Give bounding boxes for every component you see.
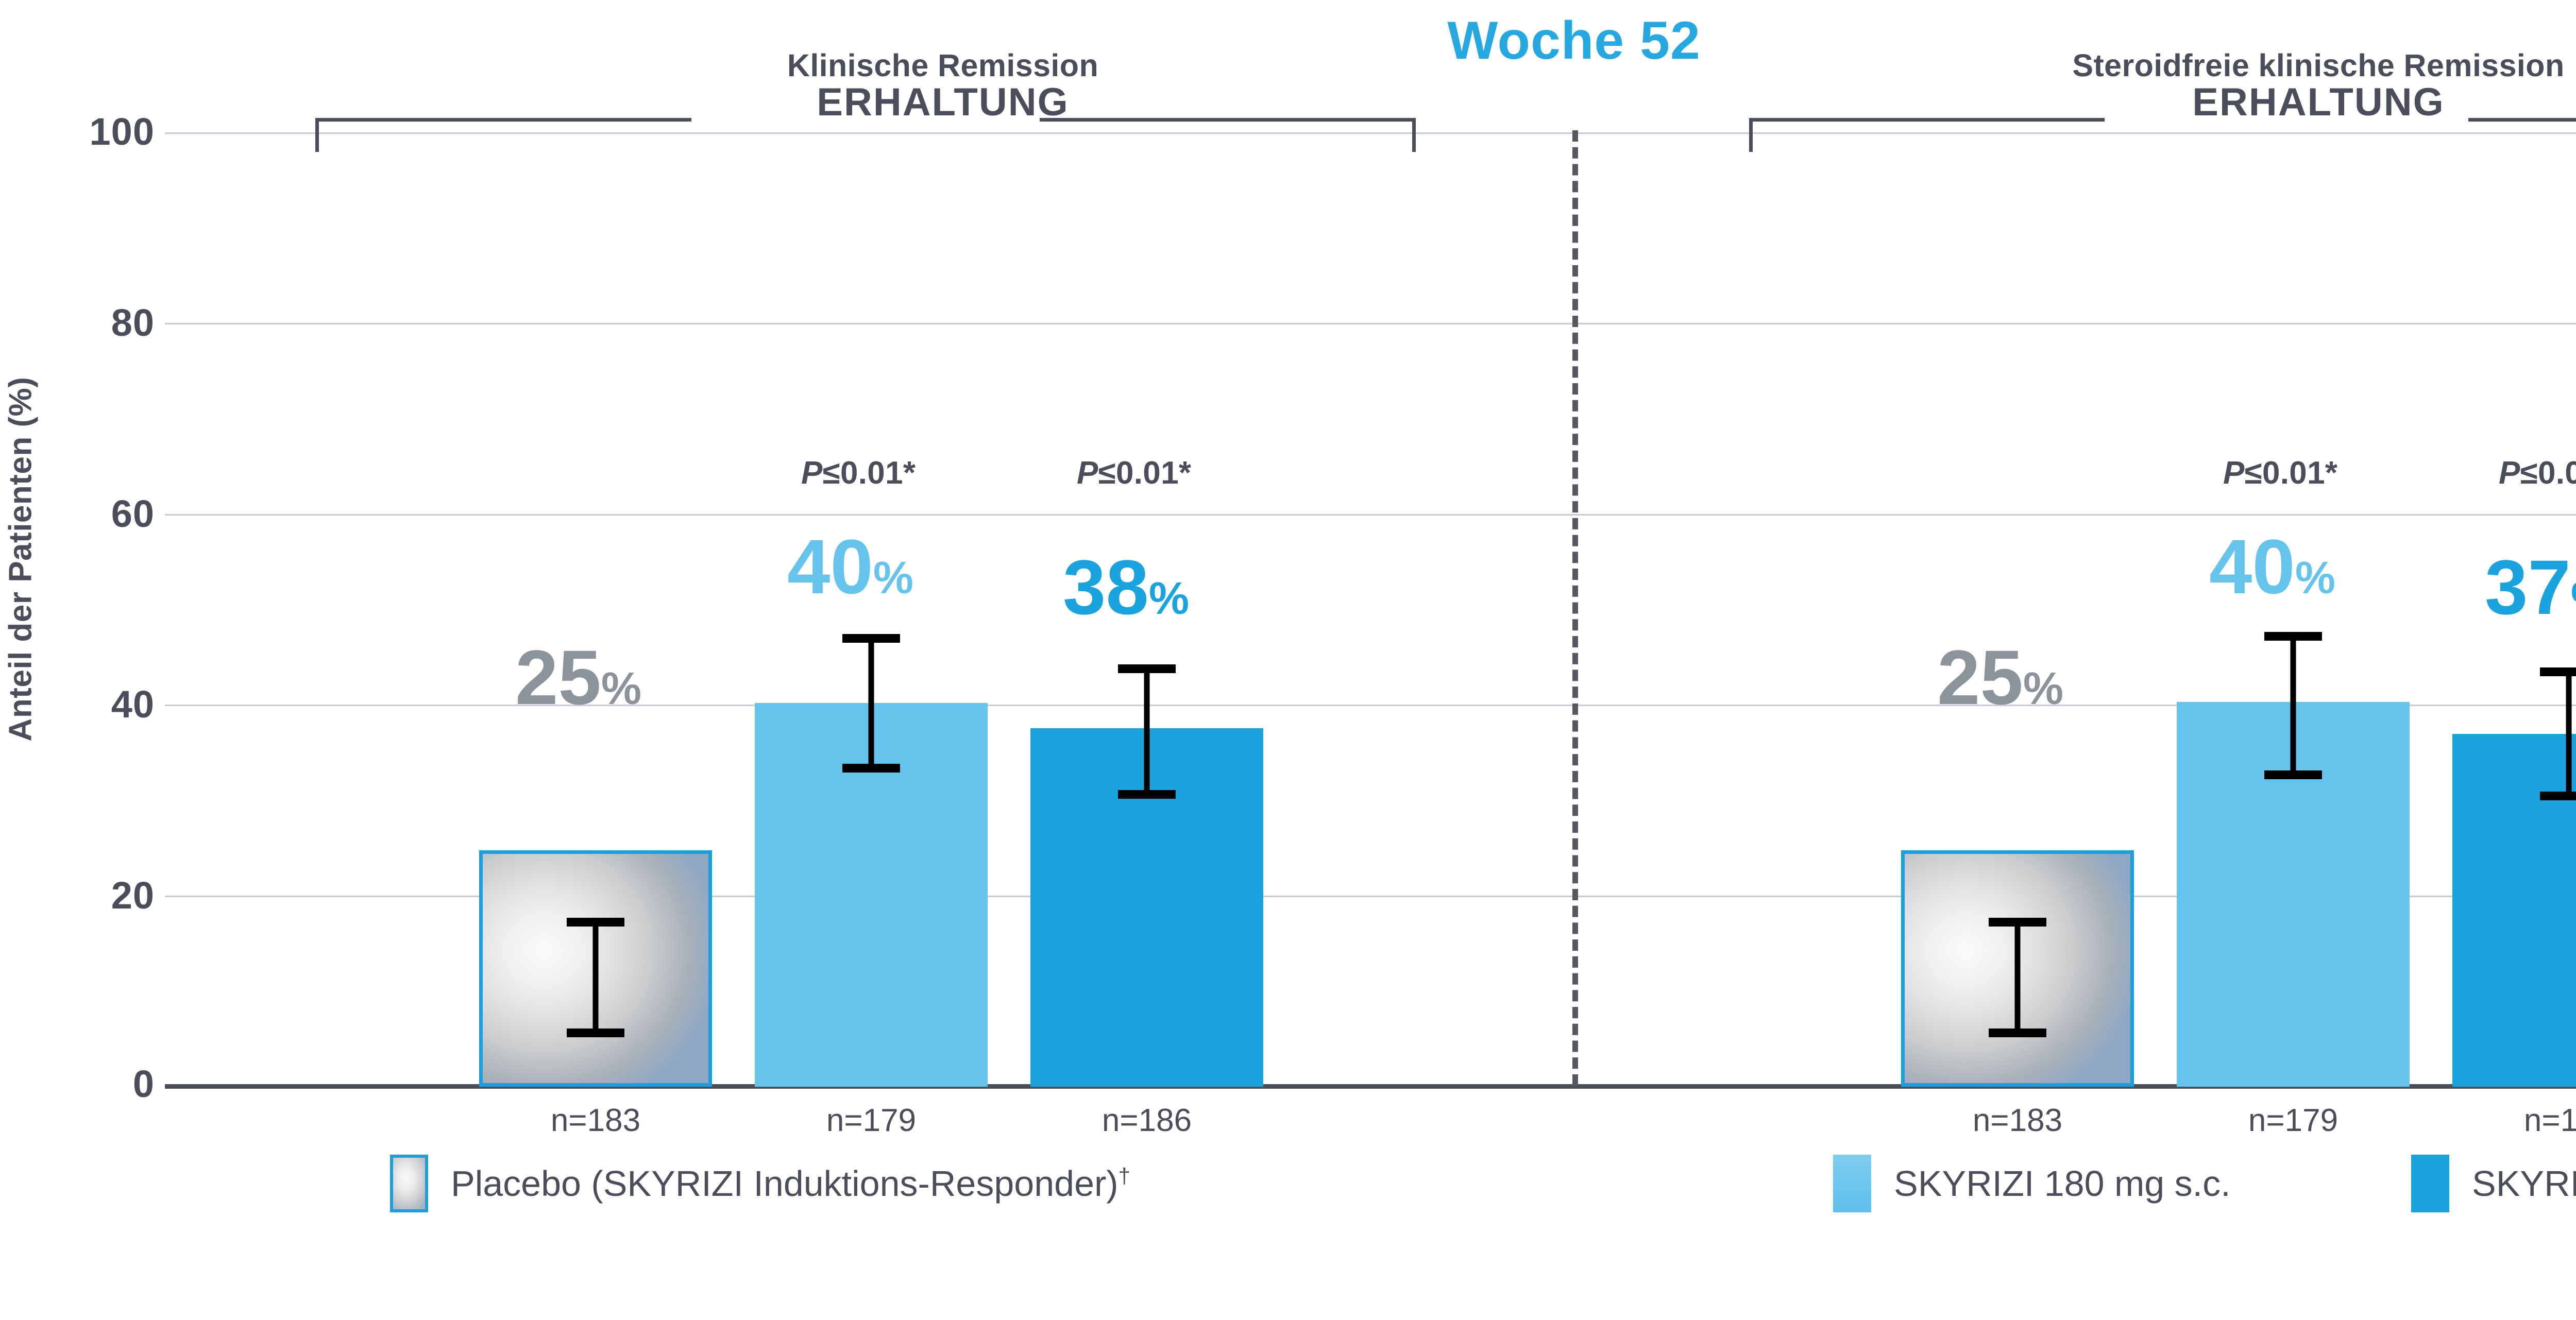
panel-divider [1572,130,1578,1086]
panel-header-left: Klinische Remission ERHALTUNG [582,49,1303,123]
legend-swatch-180mg-icon [1833,1155,1871,1212]
p-value-right-360mg: P≤0.01* [2499,455,2576,491]
legend-label-180mg: SKYRIZI 180 mg s.c. [1894,1163,2231,1204]
value-label-right-placebo: 25% [1937,639,2063,716]
value-label-right-360mg: 37% [2485,548,2576,626]
legend-item-180mg[interactable]: SKYRIZI 180 mg s.c. [1833,1155,2231,1212]
y-tick-label: 100 [89,110,155,153]
panel-subtitle: Klinische Remission [787,48,1099,83]
value-label-right-180mg: 40% [2209,528,2335,605]
bar-right-360mg[interactable] [2452,734,2576,1087]
gridline-100 [165,132,2576,134]
legend-swatch-360mg-icon [2411,1155,2449,1212]
gridline-40 [165,705,2576,706]
week-title: Woche 52 [1447,11,1701,71]
y-tick-label: 80 [111,301,155,344]
panel-subtitle: Steroidfreie klinische Remission [2072,48,2565,83]
panel-bracket-left [315,118,1416,152]
p-value-left-180mg: P≤0.01* [801,455,916,491]
value-label-left-360mg: 38% [1063,548,1189,626]
panel-title: ERHALTUNG [817,80,1069,125]
panel-title: ERHALTUNG [2192,80,2445,125]
value-label-left-placebo: 25% [515,639,641,716]
y-tick-label: 20 [111,874,155,917]
p-value-right-180mg: P≤0.01* [2223,455,2338,491]
value-number: 38 [1063,544,1149,630]
percent-sign: % [2571,573,2576,624]
y-tick-label: 0 [132,1062,155,1105]
percent-sign: % [873,552,914,603]
value-number: 40 [2209,523,2295,610]
panel-bracket-right [1749,118,2576,152]
panel-header-right: Steroidfreie klinische Remission ERHALTU… [1958,49,2576,123]
y-axis-title: Anteil der Patienten (%) [3,376,39,742]
n-label-left-placebo: n=183 [550,1103,641,1138]
gridline-80 [165,323,2576,324]
legend-item-placebo[interactable]: Placebo (SKYRIZI Induktions-Responder)† [390,1155,1130,1212]
n-label-right-placebo: n=183 [1972,1103,2063,1138]
percent-sign: % [2295,552,2336,603]
value-label-left-180mg: 40% [787,528,913,605]
n-label-left-360mg: n=186 [1101,1103,1192,1138]
value-number: 25 [515,634,601,721]
legend-label-360mg: SKYRIZI 360 mg s.c. [2472,1163,2576,1204]
n-label-left-180mg: n=179 [826,1103,917,1138]
y-tick-label: 40 [111,683,155,726]
x-axis-line [165,1084,2576,1089]
legend-item-360mg[interactable]: SKYRIZI 360 mg s.c. [2411,1155,2576,1212]
y-tick-label: 60 [111,492,155,535]
percent-sign: % [601,663,642,714]
legend-label-placebo: Placebo (SKYRIZI Induktions-Responder)† [451,1163,1130,1204]
n-label-right-180mg: n=179 [2248,1103,2338,1138]
legend-swatch-placebo-icon [390,1155,428,1212]
gridline-20 [165,896,2576,897]
legend-label-text: Placebo (SKYRIZI Induktions-Responder) [451,1163,1118,1204]
n-label-right-360mg: n=186 [2523,1103,2576,1138]
percent-sign: % [1148,573,1190,624]
value-number: 40 [787,523,873,610]
p-value-left-360mg: P≤0.01* [1077,455,1192,491]
value-number: 25 [1937,634,2023,721]
gridline-60 [165,514,2576,516]
dagger-footnote-marker: † [1118,1163,1130,1188]
percent-sign: % [2023,663,2064,714]
value-number: 37 [2485,544,2571,630]
